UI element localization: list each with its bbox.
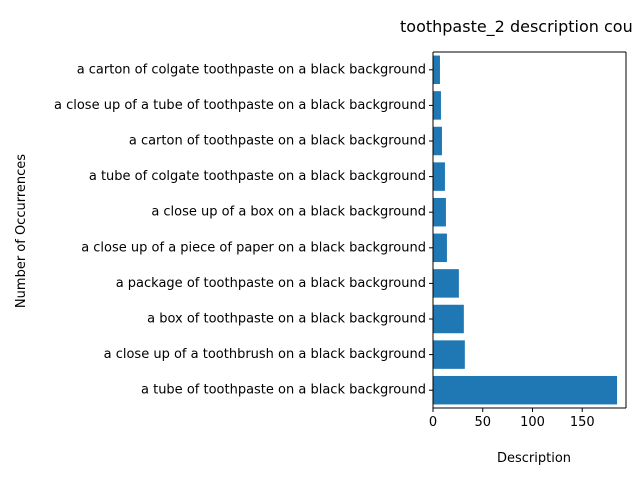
axes-group: a tube of toothpaste on a black backgrou… xyxy=(54,51,627,430)
y-axis-label: Number of Occurrences xyxy=(14,154,29,308)
bars-group xyxy=(433,55,618,405)
bar xyxy=(433,375,618,405)
bar xyxy=(433,197,446,227)
bar xyxy=(433,233,447,263)
y-tick-label: a close up of a piece of paper on a blac… xyxy=(81,240,426,255)
y-tick-label: a box of toothpaste on a black backgroun… xyxy=(147,312,426,327)
y-tick-label: a close up of a toothbrush on a black ba… xyxy=(104,347,426,362)
y-tick-label: a close up of a tube of toothpaste on a … xyxy=(54,98,426,113)
bar xyxy=(433,55,440,85)
bar xyxy=(433,340,465,369)
y-tick-label: a package of toothpaste on a black backg… xyxy=(116,276,426,291)
y-tick-label: a carton of colgate toothpaste on a blac… xyxy=(77,62,426,77)
bar xyxy=(433,91,441,120)
x-tick-label: 50 xyxy=(474,415,491,430)
x-tick-label: 100 xyxy=(520,415,545,430)
y-tick-label: a tube of toothpaste on a black backgrou… xyxy=(141,383,426,398)
y-tick-label: a carton of toothpaste on a black backgr… xyxy=(129,134,426,149)
bar xyxy=(433,269,459,298)
x-tick-label: 150 xyxy=(570,415,595,430)
chart-title: toothpaste_2 description cou xyxy=(400,17,633,37)
y-tick-label: a tube of colgate toothpaste on a black … xyxy=(89,169,426,184)
bar xyxy=(433,126,442,156)
y-tick-label: a close up of a box on a black backgroun… xyxy=(151,205,426,220)
bar xyxy=(433,304,464,334)
x-axis-label: Description xyxy=(497,451,571,466)
x-tick-label: 0 xyxy=(429,415,437,430)
bar xyxy=(433,162,445,191)
